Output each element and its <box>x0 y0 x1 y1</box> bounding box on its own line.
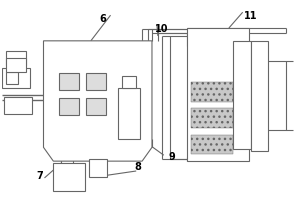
Bar <box>6 51 26 65</box>
Bar <box>53 163 85 191</box>
Bar <box>59 98 79 115</box>
Bar <box>122 76 136 88</box>
Polygon shape <box>44 41 152 161</box>
Bar <box>59 73 79 90</box>
Bar <box>89 159 106 177</box>
Bar <box>6 72 18 84</box>
Bar <box>191 82 233 102</box>
Bar <box>86 73 106 90</box>
Text: 8: 8 <box>135 162 142 172</box>
Text: 10: 10 <box>155 24 169 34</box>
Bar <box>118 88 140 139</box>
Text: 9: 9 <box>168 152 175 162</box>
Bar <box>188 28 249 161</box>
Text: 6: 6 <box>99 14 106 24</box>
Text: 11: 11 <box>244 11 257 21</box>
Bar <box>233 41 250 149</box>
Bar <box>6 58 26 72</box>
Bar <box>191 108 233 128</box>
Bar <box>191 135 233 154</box>
Bar <box>2 68 30 88</box>
Bar <box>86 98 106 115</box>
Bar <box>250 41 268 151</box>
Text: 7: 7 <box>36 171 43 181</box>
Bar <box>4 97 32 114</box>
